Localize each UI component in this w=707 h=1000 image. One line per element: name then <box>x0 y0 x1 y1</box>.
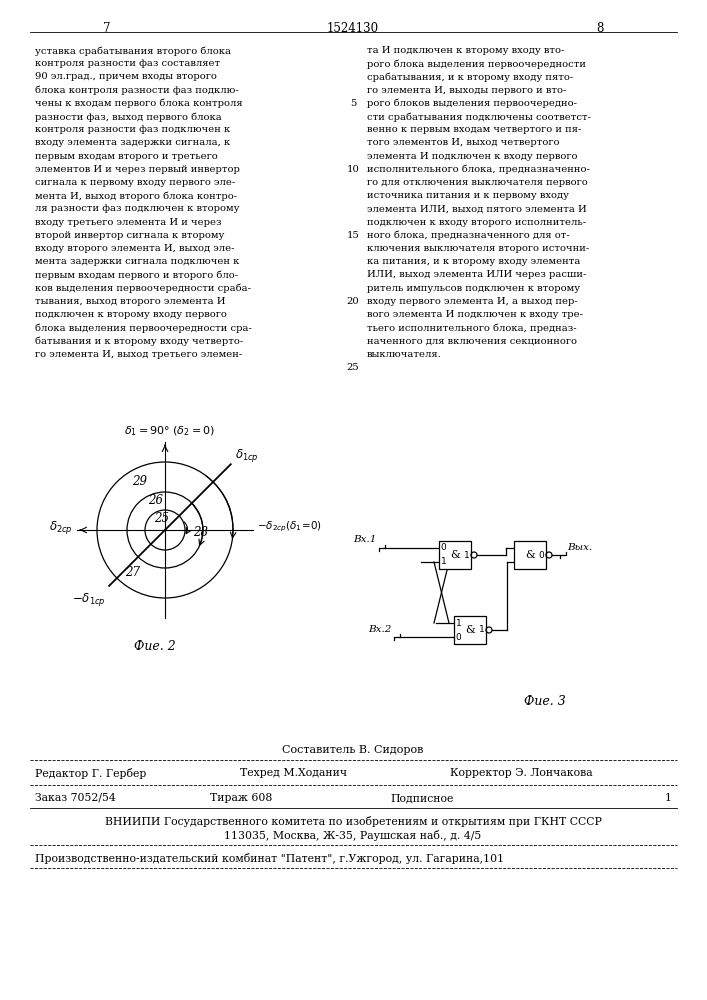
Text: исполнительного блока, предназначенно-: исполнительного блока, предназначенно- <box>367 165 590 174</box>
Text: 15: 15 <box>346 231 359 240</box>
Text: ного блока, предназначенного для от-: ного блока, предназначенного для от- <box>367 231 570 240</box>
Text: рого блоков выделения первоочередно-: рого блоков выделения первоочередно- <box>367 99 577 108</box>
Text: вого элемента И подключен к входу тре-: вого элемента И подключен к входу тре- <box>367 310 583 319</box>
Text: та И подключен к второму входу вто-: та И подключен к второму входу вто- <box>367 46 564 55</box>
Text: наченного для включения секционного: наченного для включения секционного <box>367 336 577 345</box>
Text: Вых.: Вых. <box>567 542 592 552</box>
Text: чены к входам первого блока контроля: чены к входам первого блока контроля <box>35 99 243 108</box>
Text: 20: 20 <box>346 297 359 306</box>
Text: Производственно-издательский комбинат "Патент", г.Ужгород, ул. Гагарина,101: Производственно-издательский комбинат "П… <box>35 853 504 864</box>
Text: го элемента И, выход третьего элемен-: го элемента И, выход третьего элемен- <box>35 350 243 359</box>
Text: сти срабатывания подключены соответст-: сти срабатывания подключены соответст- <box>367 112 591 121</box>
Text: ков выделения первоочередности сраба-: ков выделения первоочередности сраба- <box>35 284 251 293</box>
Bar <box>439 541 471 569</box>
Text: 8: 8 <box>596 22 604 35</box>
Text: &: & <box>525 550 535 560</box>
Text: ка питания, и к второму входу элемента: ка питания, и к второму входу элемента <box>367 257 580 266</box>
Text: сигнала к первому входу первого эле-: сигнала к первому входу первого эле- <box>35 178 235 187</box>
Text: Фие. 3: Фие. 3 <box>524 695 566 708</box>
Text: элемента И подключен к входу первого: элемента И подключен к входу первого <box>367 152 578 161</box>
Text: 26: 26 <box>148 494 163 507</box>
Text: $\delta_{1cp}$: $\delta_{1cp}$ <box>235 447 259 464</box>
Text: 1: 1 <box>440 558 446 566</box>
Text: 113035, Москва, Ж-35, Раушская наб., д. 4/5: 113035, Москва, Ж-35, Раушская наб., д. … <box>224 830 481 841</box>
Text: го для отключения выключателя первого: го для отключения выключателя первого <box>367 178 588 187</box>
Text: ритель импульсов подключен к второму: ритель импульсов подключен к второму <box>367 284 580 293</box>
Text: ля разности фаз подключен к второму: ля разности фаз подключен к второму <box>35 204 240 213</box>
Text: &: & <box>450 550 460 560</box>
Bar <box>454 616 486 644</box>
Text: 1: 1 <box>464 550 469 560</box>
Text: первым входам второго и третьего: первым входам второго и третьего <box>35 152 218 161</box>
Text: Фие. 2: Фие. 2 <box>134 640 176 653</box>
Text: мента И, выход второго блока контро-: мента И, выход второго блока контро- <box>35 191 237 201</box>
Text: $\delta_{2cp}$: $\delta_{2cp}$ <box>49 518 73 536</box>
Text: 25: 25 <box>155 512 170 524</box>
Bar <box>514 541 546 569</box>
Text: тьего исполнительного блока, предназ-: тьего исполнительного блока, предназ- <box>367 323 577 333</box>
Text: $-\delta_{2cp}(\delta_1\!=\!0)$: $-\delta_{2cp}(\delta_1\!=\!0)$ <box>257 520 322 534</box>
Text: подключен к входу второго исполнитель-: подключен к входу второго исполнитель- <box>367 218 586 227</box>
Text: $\delta_1=90°\;(\delta_2=0)$: $\delta_1=90°\;(\delta_2=0)$ <box>124 424 216 438</box>
Text: тывания, выход второго элемента И: тывания, выход второго элемента И <box>35 297 226 306</box>
Text: мента задержки сигнала подключен к: мента задержки сигнала подключен к <box>35 257 240 266</box>
Text: блока контроля разности фаз подклю-: блока контроля разности фаз подклю- <box>35 86 239 95</box>
Text: Тираж 608: Тираж 608 <box>210 793 272 803</box>
Text: &: & <box>465 625 475 635</box>
Text: 0: 0 <box>440 544 446 552</box>
Text: 0: 0 <box>455 633 461 642</box>
Text: первым входам первого и второго бло-: первым входам первого и второго бло- <box>35 270 238 280</box>
Text: разности фаз, выход первого блока: разности фаз, выход первого блока <box>35 112 222 121</box>
Text: входу второго элемента И, выход эле-: входу второго элемента И, выход эле- <box>35 244 235 253</box>
Text: Вх.1: Вх.1 <box>354 536 377 544</box>
Text: источника питания и к первому входу: источника питания и к первому входу <box>367 191 569 200</box>
Text: ИЛИ, выход элемента ИЛИ через расши-: ИЛИ, выход элемента ИЛИ через расши- <box>367 270 586 279</box>
Text: 1524130: 1524130 <box>327 22 379 35</box>
Text: входу третьего элемента И и через: входу третьего элемента И и через <box>35 218 221 227</box>
Text: 10: 10 <box>346 165 359 174</box>
Text: венно к первым входам четвертого и пя-: венно к первым входам четвертого и пя- <box>367 125 581 134</box>
Text: 5: 5 <box>350 99 356 108</box>
Text: Вх.2: Вх.2 <box>368 624 392 634</box>
Text: контроля разности фаз составляет: контроля разности фаз составляет <box>35 59 220 68</box>
Text: $-\delta_{1cp}$: $-\delta_{1cp}$ <box>72 591 106 608</box>
Text: ключения выключателя второго источни-: ключения выключателя второго источни- <box>367 244 589 253</box>
Text: ВНИИПИ Государственного комитета по изобретениям и открытиям при ГКНТ СССР: ВНИИПИ Государственного комитета по изоб… <box>105 816 602 827</box>
Text: входу элемента задержки сигнала, к: входу элемента задержки сигнала, к <box>35 138 230 147</box>
Text: 1: 1 <box>665 793 672 803</box>
Text: Заказ 7052/54: Заказ 7052/54 <box>35 793 116 803</box>
Text: блока выделения первоочередности сра-: блока выделения первоочередности сра- <box>35 323 252 333</box>
Text: срабатывания, и к второму входу пято-: срабатывания, и к второму входу пято- <box>367 72 573 82</box>
Text: подключен к второму входу первого: подключен к второму входу первого <box>35 310 227 319</box>
Text: элементов И и через первый инвертор: элементов И и через первый инвертор <box>35 165 240 174</box>
Text: уставка срабатывания второго блока: уставка срабатывания второго блока <box>35 46 231 55</box>
Text: батывания и к второму входу четверто-: батывания и к второму входу четверто- <box>35 336 243 346</box>
Text: 90 эл.град., причем входы второго: 90 эл.град., причем входы второго <box>35 72 217 81</box>
Text: го элемента И, выходы первого и вто-: го элемента И, выходы первого и вто- <box>367 86 566 95</box>
Text: рого блока выделения первоочередности: рого блока выделения первоочередности <box>367 59 586 69</box>
Text: Редактор Г. Гербер: Редактор Г. Гербер <box>35 768 146 779</box>
Text: 27: 27 <box>125 566 140 579</box>
Text: Техред М.Ходанич: Техред М.Ходанич <box>240 768 347 778</box>
Text: 1: 1 <box>455 618 461 628</box>
Text: второй инвертор сигнала к второму: второй инвертор сигнала к второму <box>35 231 224 240</box>
Text: 25: 25 <box>346 363 359 372</box>
Text: Составитель В. Сидоров: Составитель В. Сидоров <box>282 745 423 755</box>
Text: 1: 1 <box>479 626 484 635</box>
Text: Подписное: Подписное <box>390 793 453 803</box>
Text: контроля разности фаз подключен к: контроля разности фаз подключен к <box>35 125 230 134</box>
Text: Корректор Э. Лончакова: Корректор Э. Лончакова <box>450 768 592 778</box>
Text: того элементов И, выход четвертого: того элементов И, выход четвертого <box>367 138 559 147</box>
Text: элемента ИЛИ, выход пятого элемента И: элемента ИЛИ, выход пятого элемента И <box>367 204 587 213</box>
Text: входу первого элемента И, а выход пер-: входу первого элемента И, а выход пер- <box>367 297 578 306</box>
Text: 7: 7 <box>103 22 111 35</box>
Text: 28: 28 <box>194 526 209 538</box>
Text: 29: 29 <box>132 475 146 488</box>
Text: выключателя.: выключателя. <box>367 350 442 359</box>
Text: 0: 0 <box>539 550 544 560</box>
